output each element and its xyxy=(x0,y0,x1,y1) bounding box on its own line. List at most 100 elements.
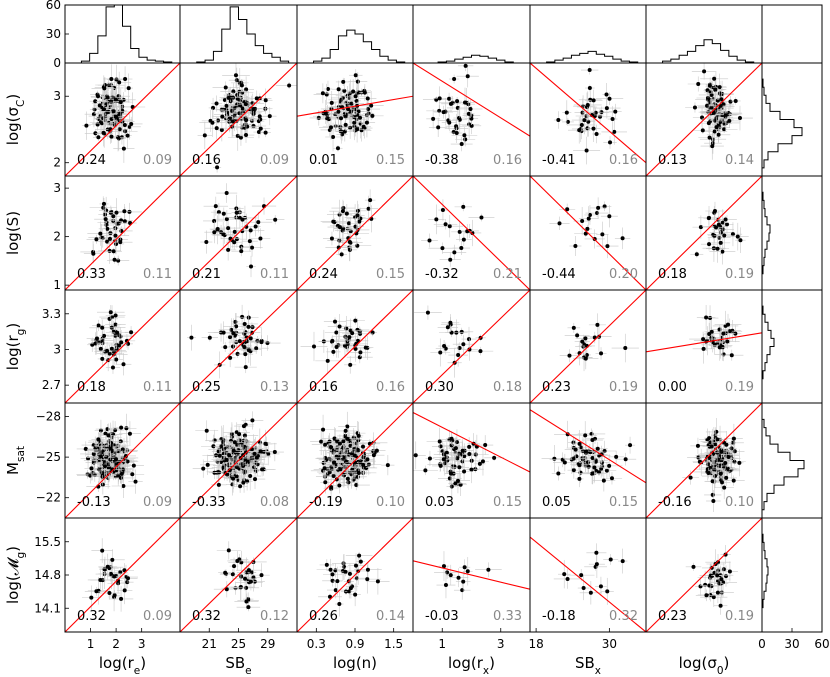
correlation-label: 0.25 xyxy=(192,380,221,395)
data-point xyxy=(130,472,135,477)
data-point xyxy=(478,349,483,354)
panel-content xyxy=(180,403,297,518)
data-point xyxy=(83,446,88,451)
data-point xyxy=(123,77,128,82)
data-point xyxy=(333,319,338,324)
data-point xyxy=(341,226,346,231)
data-point xyxy=(565,207,570,212)
data-point xyxy=(338,467,343,472)
data-point xyxy=(125,133,130,138)
data-point xyxy=(105,427,110,432)
data-point xyxy=(330,338,335,343)
data-point xyxy=(337,324,342,329)
data-point xyxy=(463,137,468,142)
data-point xyxy=(717,345,722,350)
data-point xyxy=(591,98,596,103)
data-point xyxy=(352,447,357,452)
data-point xyxy=(722,127,727,132)
data-point xyxy=(452,250,457,255)
data-point xyxy=(345,424,350,429)
data-point xyxy=(221,465,226,470)
data-point xyxy=(599,110,604,115)
data-point xyxy=(96,135,101,140)
data-point xyxy=(610,117,615,122)
data-point xyxy=(600,232,605,237)
data-point xyxy=(356,433,361,438)
data-point xyxy=(366,462,371,467)
panel-content xyxy=(646,63,762,176)
data-point xyxy=(413,453,418,458)
data-point xyxy=(586,216,591,221)
data-point xyxy=(116,135,121,140)
data-point xyxy=(248,228,253,233)
correlation-label: 0.33 xyxy=(77,267,106,282)
data-point xyxy=(111,214,116,219)
data-point xyxy=(441,457,446,462)
data-point xyxy=(694,252,699,257)
scatter-label: 0.14 xyxy=(725,153,754,168)
right-hist-frame xyxy=(761,175,823,291)
data-point xyxy=(353,73,358,78)
data-point xyxy=(119,340,124,345)
data-point xyxy=(706,216,711,221)
data-point xyxy=(221,211,226,216)
panel-r2-c2: 0.16 0.16 xyxy=(296,289,414,404)
data-point xyxy=(105,226,110,231)
data-point xyxy=(258,117,263,122)
fit-line xyxy=(65,176,180,290)
data-point xyxy=(440,208,445,213)
data-point xyxy=(242,331,247,336)
data-point xyxy=(263,130,268,135)
data-point xyxy=(207,335,212,340)
right-hist-steps xyxy=(761,403,805,518)
fit-line xyxy=(180,176,297,290)
scatter-label: 0.19 xyxy=(725,267,754,282)
panel-r0-c5: 0.13 0.14 xyxy=(645,62,763,177)
scatter-label: 0.16 xyxy=(609,153,638,168)
data-point xyxy=(492,455,497,460)
data-point xyxy=(462,133,467,138)
data-point xyxy=(247,239,252,244)
data-point xyxy=(114,461,119,466)
data-point xyxy=(263,98,268,103)
scatter-label: 0.20 xyxy=(609,267,638,282)
data-point xyxy=(109,116,114,121)
data-point xyxy=(454,440,459,445)
data-point xyxy=(466,337,471,342)
data-point xyxy=(260,467,265,472)
top-hist-steps xyxy=(413,54,530,64)
fit-line xyxy=(646,176,762,290)
panel-content xyxy=(530,409,646,492)
data-point xyxy=(614,454,619,459)
fit-line xyxy=(180,290,297,403)
panel-r1-c5: 0.18 0.19 xyxy=(645,175,763,291)
data-point xyxy=(251,123,256,128)
data-point xyxy=(262,449,267,454)
data-point xyxy=(345,436,350,441)
data-point xyxy=(103,212,108,217)
data-point xyxy=(319,439,324,444)
data-point xyxy=(445,325,450,330)
data-point xyxy=(238,103,243,108)
data-point xyxy=(459,329,464,334)
data-point xyxy=(706,121,711,126)
fit-line xyxy=(65,403,180,518)
data-point xyxy=(210,120,215,125)
data-point xyxy=(427,456,432,461)
data-point xyxy=(365,457,370,462)
panel-r2-c3: 0.30 0.18 xyxy=(412,289,531,404)
data-point xyxy=(479,215,484,220)
data-point xyxy=(362,90,367,95)
data-point xyxy=(221,330,226,335)
correlation-label: -0.44 xyxy=(542,267,576,282)
data-point xyxy=(336,109,341,114)
data-point xyxy=(113,233,118,238)
data-point xyxy=(728,99,733,104)
data-point xyxy=(232,229,237,234)
data-point xyxy=(593,459,598,464)
data-point xyxy=(704,315,709,320)
right-hist-steps xyxy=(761,518,769,632)
data-point xyxy=(113,322,118,327)
data-point xyxy=(585,226,590,231)
data-point xyxy=(731,478,736,483)
